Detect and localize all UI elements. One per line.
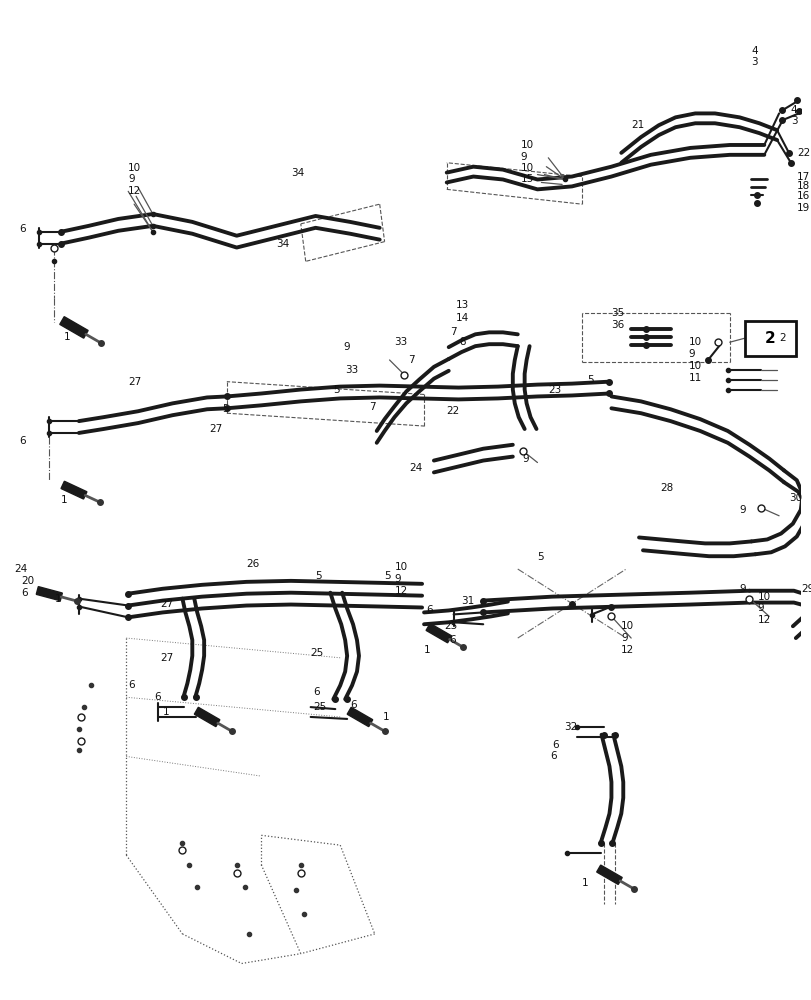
- Text: 31: 31: [461, 596, 474, 606]
- Text: 1: 1: [162, 707, 169, 717]
- Text: 1: 1: [61, 495, 67, 505]
- Text: 6: 6: [153, 692, 161, 702]
- Polygon shape: [596, 865, 621, 884]
- Text: 13: 13: [455, 300, 468, 310]
- Text: 10: 10: [520, 163, 533, 173]
- Text: 10: 10: [128, 163, 141, 173]
- Text: 6: 6: [22, 588, 28, 598]
- Text: 29: 29: [800, 584, 811, 594]
- Text: 7: 7: [449, 327, 456, 337]
- Text: 1: 1: [423, 645, 430, 655]
- Text: 20: 20: [22, 576, 35, 586]
- Text: 10: 10: [688, 361, 701, 371]
- Polygon shape: [60, 317, 88, 338]
- Text: 27: 27: [160, 599, 173, 609]
- Text: 6: 6: [19, 224, 26, 234]
- Text: 12: 12: [128, 186, 141, 196]
- Text: 22: 22: [446, 406, 459, 416]
- Text: 1: 1: [581, 878, 588, 888]
- Text: 17: 17: [796, 172, 809, 182]
- Text: 6: 6: [313, 687, 320, 697]
- Text: 5: 5: [315, 571, 322, 581]
- Text: 9: 9: [394, 574, 401, 584]
- Text: 6: 6: [550, 751, 556, 761]
- Text: 33: 33: [345, 365, 358, 375]
- Text: 10: 10: [394, 562, 407, 572]
- Text: 30: 30: [788, 493, 801, 503]
- Text: 9: 9: [739, 505, 745, 515]
- Polygon shape: [194, 707, 220, 727]
- Text: 6: 6: [449, 635, 456, 645]
- Text: 4: 4: [790, 105, 796, 115]
- Text: 16: 16: [796, 191, 809, 201]
- Text: 10: 10: [620, 621, 633, 631]
- Polygon shape: [426, 623, 451, 643]
- Text: 18: 18: [796, 181, 809, 191]
- Text: 5: 5: [586, 375, 593, 385]
- Text: 32: 32: [564, 722, 577, 732]
- Polygon shape: [36, 587, 62, 601]
- Text: 9: 9: [688, 349, 694, 359]
- Text: 15: 15: [520, 174, 534, 184]
- Text: 5: 5: [537, 552, 543, 562]
- Text: 9: 9: [520, 152, 526, 162]
- Text: 9: 9: [343, 342, 350, 352]
- Text: 34: 34: [290, 168, 304, 178]
- Text: 9: 9: [522, 454, 529, 464]
- Text: 25: 25: [444, 621, 457, 631]
- Text: 24: 24: [14, 564, 27, 574]
- Text: 1: 1: [55, 594, 62, 604]
- Text: 6: 6: [19, 436, 26, 446]
- Text: 3: 3: [750, 57, 757, 67]
- Text: 9: 9: [757, 603, 763, 613]
- Text: 12: 12: [757, 615, 770, 625]
- Text: 10: 10: [688, 337, 701, 347]
- Text: 36: 36: [611, 320, 624, 330]
- Text: 23: 23: [547, 385, 561, 395]
- Text: 34: 34: [276, 239, 289, 249]
- Bar: [744, 321, 795, 356]
- Text: 7: 7: [368, 402, 375, 412]
- Text: 11: 11: [688, 373, 701, 383]
- Text: 25: 25: [313, 702, 327, 712]
- Text: 27: 27: [128, 377, 141, 387]
- Text: 6: 6: [128, 680, 135, 690]
- Text: 35: 35: [611, 308, 624, 318]
- Text: 6: 6: [426, 605, 432, 615]
- Text: 27: 27: [208, 424, 222, 434]
- Text: 6: 6: [551, 740, 558, 750]
- Text: 8: 8: [459, 337, 466, 347]
- Text: 26: 26: [247, 559, 260, 569]
- Text: 7: 7: [408, 355, 414, 365]
- Polygon shape: [347, 707, 372, 727]
- Polygon shape: [61, 481, 87, 499]
- Text: 28: 28: [660, 483, 673, 493]
- Text: 5: 5: [384, 571, 391, 581]
- Text: 12: 12: [620, 645, 633, 655]
- Text: 10: 10: [520, 140, 533, 150]
- Text: 9: 9: [739, 584, 745, 594]
- Text: 25: 25: [311, 648, 324, 658]
- Text: 33: 33: [394, 337, 407, 347]
- Text: 1: 1: [64, 332, 71, 342]
- Text: 27: 27: [160, 653, 173, 663]
- Text: 5: 5: [221, 404, 228, 414]
- Text: 24: 24: [409, 463, 422, 473]
- Text: 12: 12: [394, 586, 407, 596]
- Text: 9: 9: [620, 633, 627, 643]
- Text: 22: 22: [796, 148, 809, 158]
- Text: 4: 4: [750, 46, 757, 56]
- Text: 2: 2: [778, 333, 785, 343]
- Text: 9: 9: [128, 174, 135, 184]
- Text: 21: 21: [630, 120, 644, 130]
- Text: 19: 19: [796, 203, 809, 213]
- Text: 3: 3: [790, 116, 796, 126]
- Text: 6: 6: [350, 700, 356, 710]
- Text: 5: 5: [333, 385, 340, 395]
- Text: 10: 10: [757, 592, 770, 602]
- Text: 14: 14: [455, 313, 468, 323]
- Text: 2: 2: [764, 331, 775, 346]
- Text: 1: 1: [382, 712, 388, 722]
